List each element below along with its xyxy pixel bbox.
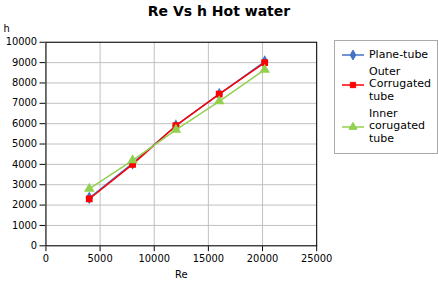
svg-text:h: h [3, 23, 9, 34]
html-text:Inner corugated tube: Inner corugated tube [369, 106, 425, 145]
svg-text:3000: 3000 [12, 179, 37, 190]
svg-text:4000: 4000 [12, 159, 37, 170]
svg-text:5000: 5000 [12, 138, 37, 149]
svg-text:25000: 25000 [301, 253, 332, 264]
svg-text:8000: 8000 [12, 77, 37, 88]
svg-text:15000: 15000 [193, 253, 224, 264]
svg-text:6000: 6000 [12, 118, 37, 129]
svg-text:7000: 7000 [12, 97, 37, 108]
svg-text:0: 0 [43, 253, 49, 264]
html-text:Outer Corrugated tube: Outer Corrugated tube [369, 64, 431, 103]
svg-text:10000: 10000 [6, 36, 37, 47]
svg-text:0: 0 [31, 240, 37, 251]
svg-text:5000: 5000 [88, 253, 113, 264]
html-text:Re Vs h Hot water: Re Vs h Hot water [147, 3, 291, 19]
svg-text:20000: 20000 [247, 253, 278, 264]
svg-text:2000: 2000 [12, 199, 37, 210]
svg-text:9000: 9000 [12, 57, 37, 68]
svg-text:10000: 10000 [139, 253, 170, 264]
svg-text:1000: 1000 [12, 220, 37, 231]
svg-text:Re: Re [175, 269, 187, 280]
html-text:Plane-tube: Plane-tube [369, 48, 429, 61]
